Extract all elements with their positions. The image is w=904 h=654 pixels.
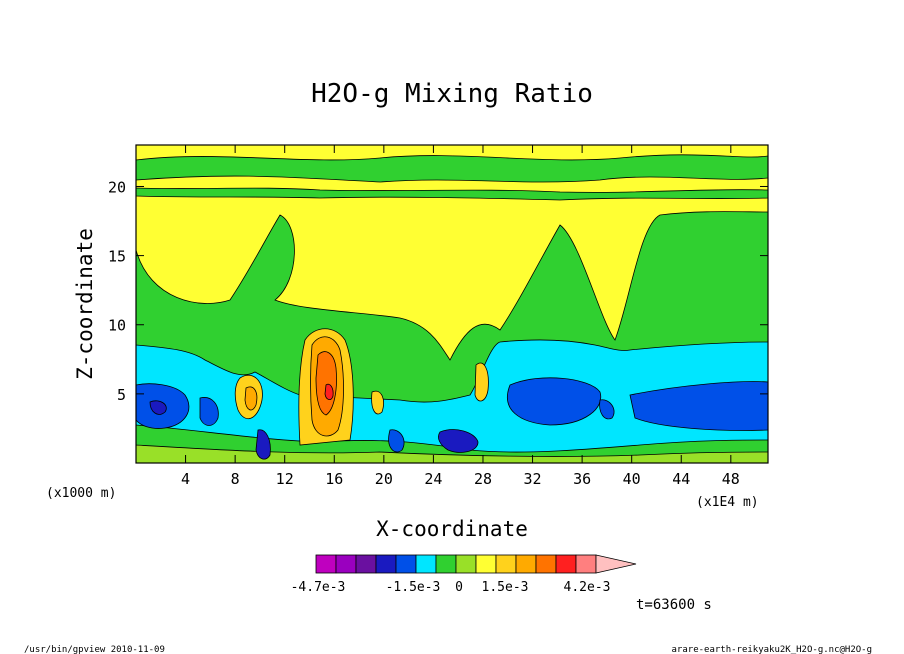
- colorbar-swatch: [435, 554, 457, 574]
- colorbar-swatch: [555, 554, 577, 574]
- footer-right: arare-earth-reikyaku2K_H2O-g.nc@H2O-g: [672, 645, 872, 654]
- x-tick-label: 32: [524, 470, 542, 488]
- y-tick-label: 20: [108, 178, 126, 196]
- y-tick-label: 10: [108, 317, 126, 335]
- band-orange-left: [244, 386, 258, 411]
- colorbar-label-0: -4.7e-3: [291, 580, 346, 595]
- colorbar-label-1: -1.5e-3: [386, 580, 441, 595]
- colorbar-swatch: [415, 554, 437, 574]
- colorbar-swatch: [575, 554, 597, 574]
- colorbar-swatch: [475, 554, 497, 574]
- band-top-green: [136, 154, 768, 183]
- band-blue-right: [629, 381, 768, 431]
- colorbar-swatch: [495, 554, 517, 574]
- band-dark-blue-2: [438, 429, 479, 453]
- x-tick-label: 28: [474, 470, 492, 488]
- colorbar-extension-arrow: [595, 554, 637, 574]
- x-unit-label: (x1000 m): [46, 486, 116, 501]
- x-tick-label: 20: [375, 470, 393, 488]
- x-tick-label: 16: [325, 470, 343, 488]
- contour-field: [136, 145, 768, 463]
- x-axis-ticks: 4 8 12 16 20 24 28 32 36 40 44 48: [181, 145, 740, 488]
- colorbar-label-2: 0: [455, 580, 463, 595]
- x-tick-label: 8: [231, 470, 240, 488]
- colorbar-swatch: [455, 554, 477, 574]
- x-tick-label: 24: [424, 470, 442, 488]
- x-tick-label: 48: [722, 470, 740, 488]
- x-tick-label: 40: [623, 470, 641, 488]
- colorbar-label-4: 4.2e-3: [564, 580, 611, 595]
- x-scale-label: (x1E4 m): [696, 495, 759, 510]
- colorbar-swatch: [375, 554, 397, 574]
- band-blue-small-3: [599, 399, 615, 420]
- x-tick-label: 4: [181, 470, 190, 488]
- colorbar-swatch: [355, 554, 377, 574]
- x-axis-label: X-coordinate: [376, 517, 528, 541]
- colorbar-swatch: [535, 554, 557, 574]
- colorbar-swatch: [515, 554, 537, 574]
- band-dark-blue-1: [149, 400, 167, 415]
- colorbar-swatch: [395, 554, 417, 574]
- band-blue-centre: [507, 377, 602, 426]
- plot-frame: [135, 144, 769, 464]
- band-blue-small-1: [388, 429, 405, 453]
- y-tick-label: 15: [108, 248, 126, 266]
- band-upper-green: [136, 187, 768, 201]
- y-axis-label: Z-coordinate: [73, 228, 97, 380]
- colorbar-label-3: 1.5e-3: [482, 580, 529, 595]
- x-tick-label: 12: [276, 470, 294, 488]
- time-label: t=63600 s: [636, 597, 712, 613]
- colorbar-swatch: [315, 554, 337, 574]
- y-axis-ticks: 5 10 15 20: [108, 178, 768, 404]
- footer-left: /usr/bin/gpview 2010-11-09: [24, 645, 165, 654]
- band-dark-blue-3: [255, 429, 271, 460]
- x-tick-label: 44: [672, 470, 690, 488]
- band-red-core: [324, 383, 334, 400]
- band-gold-mid: [371, 390, 384, 415]
- colorbar: [315, 554, 637, 574]
- chart-title: H2O-g Mixing Ratio: [311, 79, 593, 109]
- colorbar-swatch: [335, 554, 357, 574]
- band-blue-small-2: [199, 397, 219, 426]
- y-tick-label: 5: [117, 386, 126, 404]
- x-tick-label: 36: [573, 470, 591, 488]
- band-gold-right: [474, 362, 489, 402]
